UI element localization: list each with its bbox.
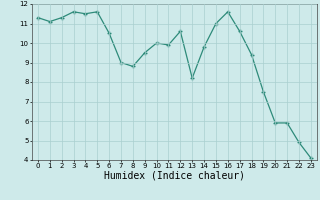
X-axis label: Humidex (Indice chaleur): Humidex (Indice chaleur) xyxy=(104,171,245,181)
